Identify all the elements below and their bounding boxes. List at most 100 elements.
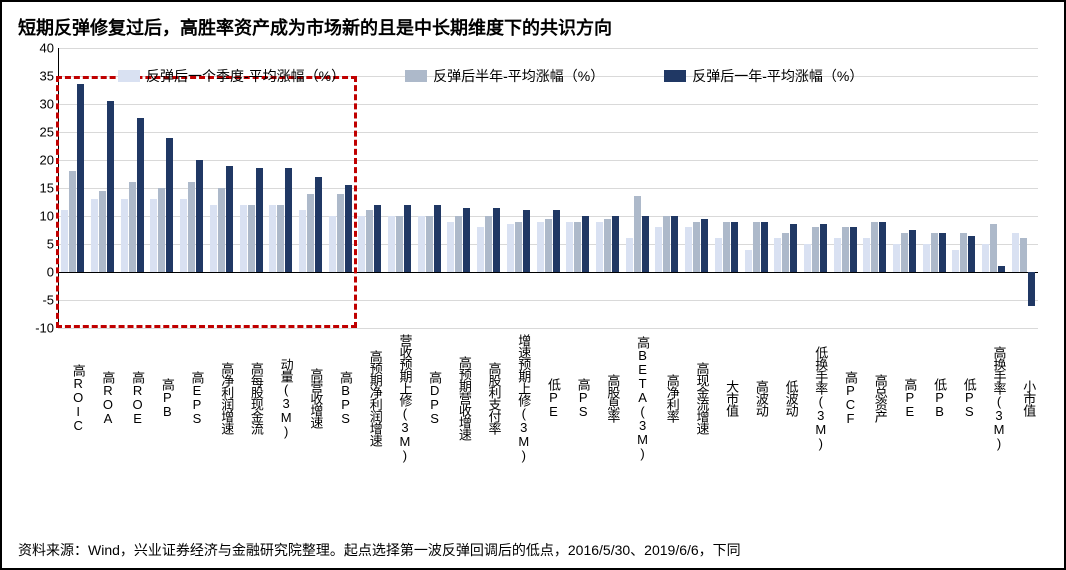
x-label: 高ROIC bbox=[58, 332, 88, 462]
bar bbox=[790, 48, 797, 328]
bar bbox=[485, 48, 492, 328]
bar bbox=[642, 48, 649, 328]
y-tick: 25 bbox=[40, 125, 54, 140]
bar bbox=[998, 48, 1005, 328]
bar bbox=[137, 48, 144, 328]
y-tick: 30 bbox=[40, 97, 54, 112]
bar bbox=[626, 48, 633, 328]
bar bbox=[879, 48, 886, 328]
legend: 反弹后一个季度-平均涨幅（%） 反弹后半年-平均涨幅（%） 反弹后一年-平均涨幅… bbox=[118, 66, 863, 86]
x-label: 高PB bbox=[147, 332, 177, 462]
bar bbox=[121, 48, 128, 328]
y-tick: 10 bbox=[40, 209, 54, 224]
bar bbox=[196, 48, 203, 328]
bar-group bbox=[414, 48, 444, 328]
bar bbox=[366, 48, 373, 328]
bar bbox=[218, 48, 225, 328]
bar-group bbox=[711, 48, 741, 328]
bar bbox=[226, 48, 233, 328]
bar-group bbox=[771, 48, 801, 328]
legend-swatch-1 bbox=[118, 70, 140, 82]
bar bbox=[61, 48, 68, 328]
bar-group bbox=[741, 48, 771, 328]
bar bbox=[240, 48, 247, 328]
x-label: 高PS bbox=[563, 332, 593, 462]
bar bbox=[99, 48, 106, 328]
bar-group bbox=[147, 48, 177, 328]
x-label: 高股息率 bbox=[593, 332, 623, 462]
y-tick: 0 bbox=[47, 265, 54, 280]
bar bbox=[507, 48, 514, 328]
bar bbox=[463, 48, 470, 328]
bar bbox=[188, 48, 195, 328]
bar-group bbox=[177, 48, 207, 328]
y-tick: 15 bbox=[40, 181, 54, 196]
bar bbox=[990, 48, 997, 328]
bar bbox=[923, 48, 930, 328]
bar bbox=[277, 48, 284, 328]
bar bbox=[893, 48, 900, 328]
bar bbox=[1020, 48, 1027, 328]
bar bbox=[901, 48, 908, 328]
x-label: 高ROA bbox=[88, 332, 118, 462]
x-label: 低PB bbox=[919, 332, 949, 462]
bar bbox=[715, 48, 722, 328]
bar bbox=[931, 48, 938, 328]
bar-group bbox=[117, 48, 147, 328]
bar bbox=[129, 48, 136, 328]
x-label: 低换手率(3M) bbox=[801, 332, 831, 462]
bar-group bbox=[890, 48, 920, 328]
bar-group bbox=[504, 48, 534, 328]
chart-title: 短期反弹修复过后，高胜率资产成为市场新的且是中长期维度下的共识方向 bbox=[18, 14, 1048, 40]
bar bbox=[477, 48, 484, 328]
bar bbox=[582, 48, 589, 328]
bar bbox=[604, 48, 611, 328]
bar bbox=[69, 48, 76, 328]
bar bbox=[1012, 48, 1019, 328]
bar bbox=[842, 48, 849, 328]
bar-group bbox=[830, 48, 860, 328]
x-label: 高每股现金流 bbox=[236, 332, 266, 462]
bar bbox=[863, 48, 870, 328]
bar bbox=[804, 48, 811, 328]
y-tick: -5 bbox=[42, 293, 54, 308]
bar bbox=[545, 48, 552, 328]
grid-line bbox=[58, 328, 1038, 329]
bar bbox=[850, 48, 857, 328]
x-label: 高净利润增速 bbox=[207, 332, 237, 462]
bar bbox=[685, 48, 692, 328]
legend-swatch-3 bbox=[664, 70, 686, 82]
x-label: 高DPS bbox=[414, 332, 444, 462]
bar-group bbox=[533, 48, 563, 328]
bar-group bbox=[949, 48, 979, 328]
bar bbox=[982, 48, 989, 328]
x-label: 高PE bbox=[890, 332, 920, 462]
bar bbox=[91, 48, 98, 328]
bar bbox=[693, 48, 700, 328]
bar bbox=[404, 48, 411, 328]
bar bbox=[745, 48, 752, 328]
bar bbox=[150, 48, 157, 328]
legend-item-q1: 反弹后一个季度-平均涨幅（%） bbox=[118, 66, 345, 86]
bar bbox=[834, 48, 841, 328]
y-tick: 20 bbox=[40, 153, 54, 168]
legend-label-1: 反弹后一个季度-平均涨幅（%） bbox=[146, 66, 345, 86]
bar bbox=[574, 48, 581, 328]
bars bbox=[58, 48, 1038, 328]
bar-group bbox=[919, 48, 949, 328]
bar bbox=[337, 48, 344, 328]
bar bbox=[663, 48, 670, 328]
bar bbox=[655, 48, 662, 328]
bar bbox=[493, 48, 500, 328]
x-label: 低波动 bbox=[771, 332, 801, 462]
bar bbox=[939, 48, 946, 328]
legend-label-3: 反弹后一年-平均涨幅（%） bbox=[692, 66, 863, 86]
bar bbox=[447, 48, 454, 328]
bar bbox=[515, 48, 522, 328]
bar bbox=[158, 48, 165, 328]
bar bbox=[166, 48, 173, 328]
bar-group bbox=[593, 48, 623, 328]
bar bbox=[523, 48, 530, 328]
x-label: 大市值 bbox=[711, 332, 741, 462]
bar-group bbox=[88, 48, 118, 328]
